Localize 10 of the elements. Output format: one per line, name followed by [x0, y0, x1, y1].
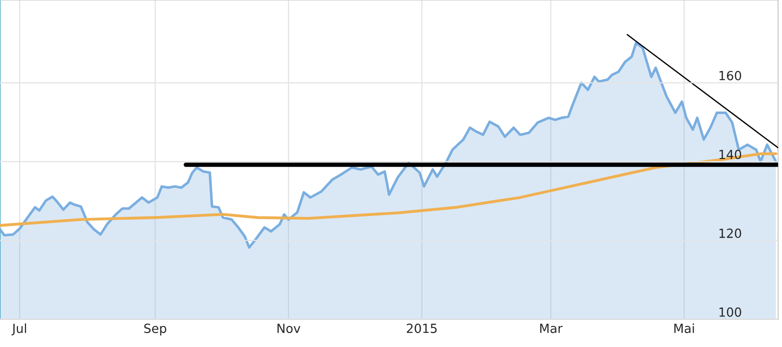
y-tick-label: 160	[719, 70, 742, 80]
y-tick-label: 140	[719, 150, 742, 160]
x-tick-label: Mar	[540, 324, 563, 334]
y-tick-label: 100	[719, 307, 742, 317]
x-tick-label: Jul	[11, 323, 26, 336]
y-tick-label: 120	[719, 228, 742, 238]
x-tick-label: Sep	[144, 324, 166, 336]
x-tick-label: 2015	[406, 324, 437, 334]
x-tick-label: Mai	[674, 323, 694, 334]
x-tick-label: Nov	[278, 324, 300, 334]
